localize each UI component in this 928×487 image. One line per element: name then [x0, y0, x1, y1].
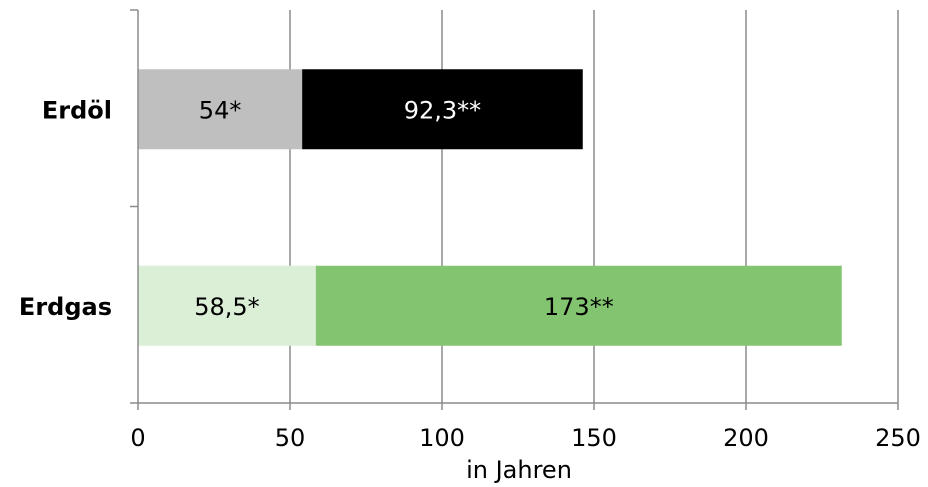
x-tick-label: 50 — [275, 424, 306, 452]
bars — [138, 69, 842, 346]
labels: 0 50 100 150 200 250 Erdöl 54* 92,3** Erdgas 58,5*… — [19, 96, 921, 452]
bar-value-label: 54* — [199, 96, 242, 124]
bar-segment — [138, 69, 303, 150]
bar-value-label: 173** — [544, 293, 614, 321]
bar-segment — [138, 265, 316, 346]
category-label: Erdgas — [19, 293, 112, 321]
x-tick-label: 100 — [419, 424, 465, 452]
x-tick-label: 200 — [723, 424, 769, 452]
x-tick-label: 250 — [875, 424, 921, 452]
bar-value-label: 92,3** — [404, 96, 481, 124]
x-tick-label: 0 — [130, 424, 145, 452]
axes — [130, 9, 899, 410]
x-tick-label: 150 — [571, 424, 617, 452]
x-axis-title: in Jahren — [466, 456, 572, 484]
bar-segment — [315, 265, 842, 346]
bar-value-label: 58,5* — [194, 293, 259, 321]
category-label: Erdöl — [42, 96, 112, 124]
bar-segment — [302, 69, 583, 150]
